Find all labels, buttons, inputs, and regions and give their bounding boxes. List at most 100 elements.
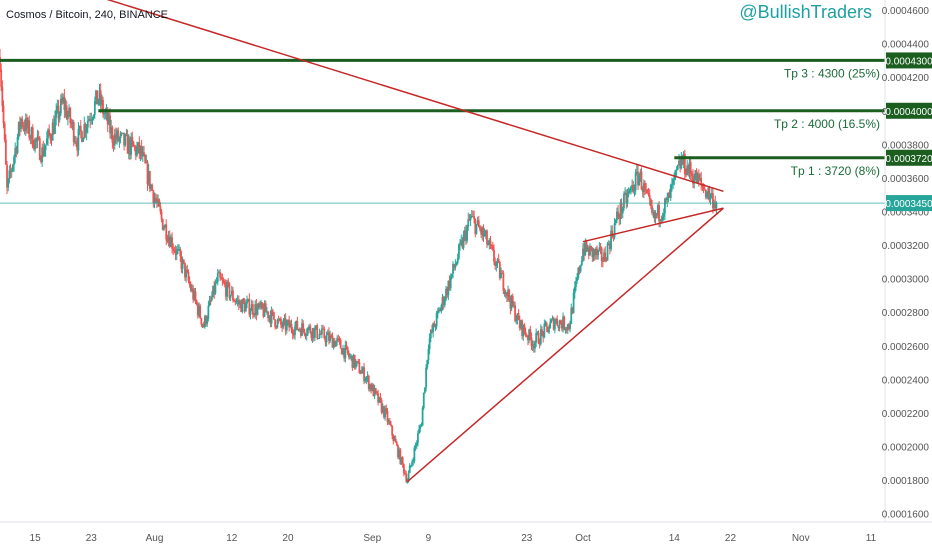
candle-body <box>583 248 586 256</box>
candle-body <box>236 300 239 302</box>
candle-body <box>497 259 500 263</box>
candle-body <box>281 324 284 328</box>
candle-body <box>527 336 529 341</box>
candle-body <box>274 319 276 327</box>
candle-body <box>209 299 212 301</box>
candle-body <box>614 220 617 224</box>
candle-body <box>475 224 478 234</box>
candle-body <box>102 99 104 114</box>
candle-body <box>26 118 28 129</box>
candle-body <box>613 223 616 238</box>
candle-body <box>467 219 470 227</box>
candle-body <box>491 246 494 250</box>
candle-body <box>273 312 275 320</box>
candle-body <box>66 115 69 120</box>
candle-body <box>24 118 27 131</box>
candle-body <box>277 319 280 321</box>
candle-body <box>182 259 185 263</box>
candle-body <box>69 108 72 123</box>
candle-body <box>687 165 690 174</box>
time-tick-label: 23 <box>521 533 533 544</box>
candle-body <box>131 137 134 142</box>
candle-body <box>450 273 453 277</box>
candle-body <box>337 338 340 340</box>
candle-body <box>490 245 493 247</box>
candle-body <box>30 127 33 138</box>
candle-body <box>364 379 367 382</box>
candle-body <box>0 69 3 87</box>
candle-body <box>714 202 717 209</box>
candle-body <box>696 173 699 184</box>
candle-body <box>332 340 335 348</box>
candle-body <box>112 142 115 146</box>
candle-body <box>709 195 712 200</box>
candle-body <box>594 248 597 256</box>
candle-body <box>151 185 154 191</box>
candle-body <box>152 190 155 204</box>
candle-body <box>111 127 114 143</box>
candle-body <box>331 335 334 348</box>
candle-body <box>597 250 600 256</box>
candle-body <box>48 129 51 135</box>
candle-body <box>306 327 309 334</box>
candle-body <box>261 302 264 309</box>
candle-body <box>215 281 218 283</box>
candle-body <box>522 324 525 337</box>
target-level-text: Tp 1 : 3720 (8%) <box>791 164 880 178</box>
price-tick-label: 0.0004400 <box>882 40 930 51</box>
candle-body <box>193 291 196 300</box>
candle-body <box>312 328 315 338</box>
candle-body <box>214 282 217 294</box>
candle-body <box>536 332 539 334</box>
candle-body <box>194 291 197 301</box>
candle-body <box>275 326 278 328</box>
candle-body <box>617 211 619 217</box>
candle-body <box>207 305 210 319</box>
candle-body <box>267 311 269 319</box>
candle-body <box>137 142 140 148</box>
candle-body <box>0 57 1 70</box>
candle-body <box>442 297 445 306</box>
candle-body <box>502 273 505 291</box>
candle-body <box>58 113 61 120</box>
candle-body <box>681 157 684 165</box>
candle-body <box>186 269 189 273</box>
candle-body <box>529 329 532 338</box>
candle-body <box>42 147 45 156</box>
candle-body <box>43 149 46 156</box>
level-price-badge-text: 0.0004300 <box>885 56 932 67</box>
candle-body <box>673 174 676 180</box>
candle-body <box>453 264 456 268</box>
candle-body <box>138 142 141 155</box>
candle-body <box>459 242 461 245</box>
candle-body <box>301 323 303 336</box>
candle-body <box>634 172 637 191</box>
candle-body <box>575 281 577 288</box>
time-tick-label: Oct <box>575 533 591 544</box>
candle-body <box>440 305 443 312</box>
candle-body <box>688 162 691 174</box>
candle-body <box>216 273 219 282</box>
trendline <box>582 207 724 243</box>
candle-body <box>694 170 697 180</box>
time-axis[interactable]: 15 23 Aug 12 20 Sep 9 23 Oct 14 22 Nov 11 <box>30 533 877 544</box>
level-price-badge <box>886 102 932 119</box>
candle-body <box>372 384 375 397</box>
candle-body <box>139 146 142 155</box>
candle-body <box>17 121 20 138</box>
candle-body <box>330 335 333 337</box>
candle-body <box>388 420 391 425</box>
candle-body <box>113 134 116 146</box>
candle-body <box>155 201 158 203</box>
candle-body <box>136 147 138 156</box>
candle-body <box>481 227 484 235</box>
candle-body <box>47 129 49 139</box>
candle-body <box>631 185 634 187</box>
candle-body <box>29 137 32 139</box>
candle-body <box>429 330 432 339</box>
candle-body <box>339 340 342 349</box>
candle-body <box>379 396 382 401</box>
candle-body <box>173 249 176 251</box>
candle-body <box>648 195 651 200</box>
